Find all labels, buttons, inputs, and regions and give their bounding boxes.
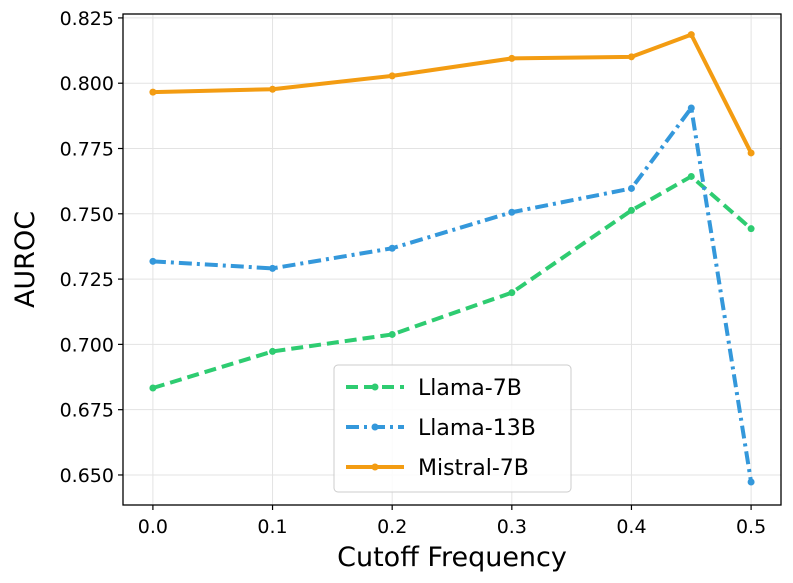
grid — [123, 14, 781, 505]
data-point — [747, 149, 755, 157]
y-axis-title: AUROC — [10, 211, 41, 308]
x-axis-title: Cutoff Frequency — [337, 542, 567, 573]
x-tick-label: 0.0 — [138, 516, 168, 538]
data-point — [508, 208, 516, 216]
series-layer — [149, 31, 755, 486]
legend: Llama-7B Llama-13B Mistral-7B — [333, 364, 572, 493]
data-point — [627, 206, 635, 214]
y-tick-label: 0.775 — [60, 139, 114, 161]
data-point — [747, 478, 755, 486]
legend-label: Llama-7B — [418, 376, 522, 401]
series-mistral-7b — [149, 31, 755, 157]
data-point — [269, 85, 277, 93]
data-point — [388, 330, 396, 338]
x-tick-label: 0.3 — [497, 516, 527, 538]
plot-frame — [122, 13, 782, 506]
legend-marker — [371, 383, 379, 391]
data-point — [627, 184, 635, 192]
data-point — [269, 264, 277, 272]
legend-item: Llama-7B — [346, 376, 522, 401]
data-point — [149, 257, 157, 265]
ticks: 0.0 0.1 0.2 0.3 0.4 0.5 0.650 0.675 0.700 0.725 0.… — [60, 8, 767, 538]
legend-item: Llama-13B — [346, 416, 536, 441]
data-point — [687, 104, 695, 112]
x-tick-label: 0.1 — [257, 516, 287, 538]
data-point — [149, 88, 157, 96]
data-point — [687, 31, 695, 39]
data-point — [269, 347, 277, 355]
x-tick-label: 0.2 — [377, 516, 407, 538]
legend-item: Mistral-7B — [346, 456, 529, 481]
x-tick-label: 0.4 — [616, 516, 646, 538]
legend-marker — [371, 423, 379, 431]
legend-box — [333, 364, 572, 493]
legend-marker — [371, 463, 379, 471]
y-tick-label: 0.675 — [60, 400, 114, 422]
legend-label: Mistral-7B — [418, 456, 529, 481]
data-point — [508, 289, 516, 297]
data-point — [687, 172, 695, 180]
data-point — [508, 54, 516, 62]
y-tick-label: 0.650 — [60, 465, 114, 487]
data-point — [627, 53, 635, 61]
data-point — [388, 244, 396, 252]
series-line — [152, 32, 753, 154]
legend-label: Llama-13B — [418, 416, 536, 441]
series-llama-7b — [149, 172, 755, 392]
series-llama-13b — [149, 104, 755, 486]
y-tick-label: 0.750 — [60, 204, 114, 226]
data-point — [149, 384, 157, 392]
y-tick-label: 0.725 — [60, 269, 114, 291]
y-tick-label: 0.800 — [60, 73, 114, 95]
data-point — [388, 72, 396, 80]
x-tick-label: 0.5 — [736, 516, 766, 538]
y-tick-label: 0.825 — [60, 8, 114, 30]
series-line — [152, 174, 753, 390]
y-tick-label: 0.700 — [60, 334, 114, 356]
data-point — [747, 225, 755, 233]
